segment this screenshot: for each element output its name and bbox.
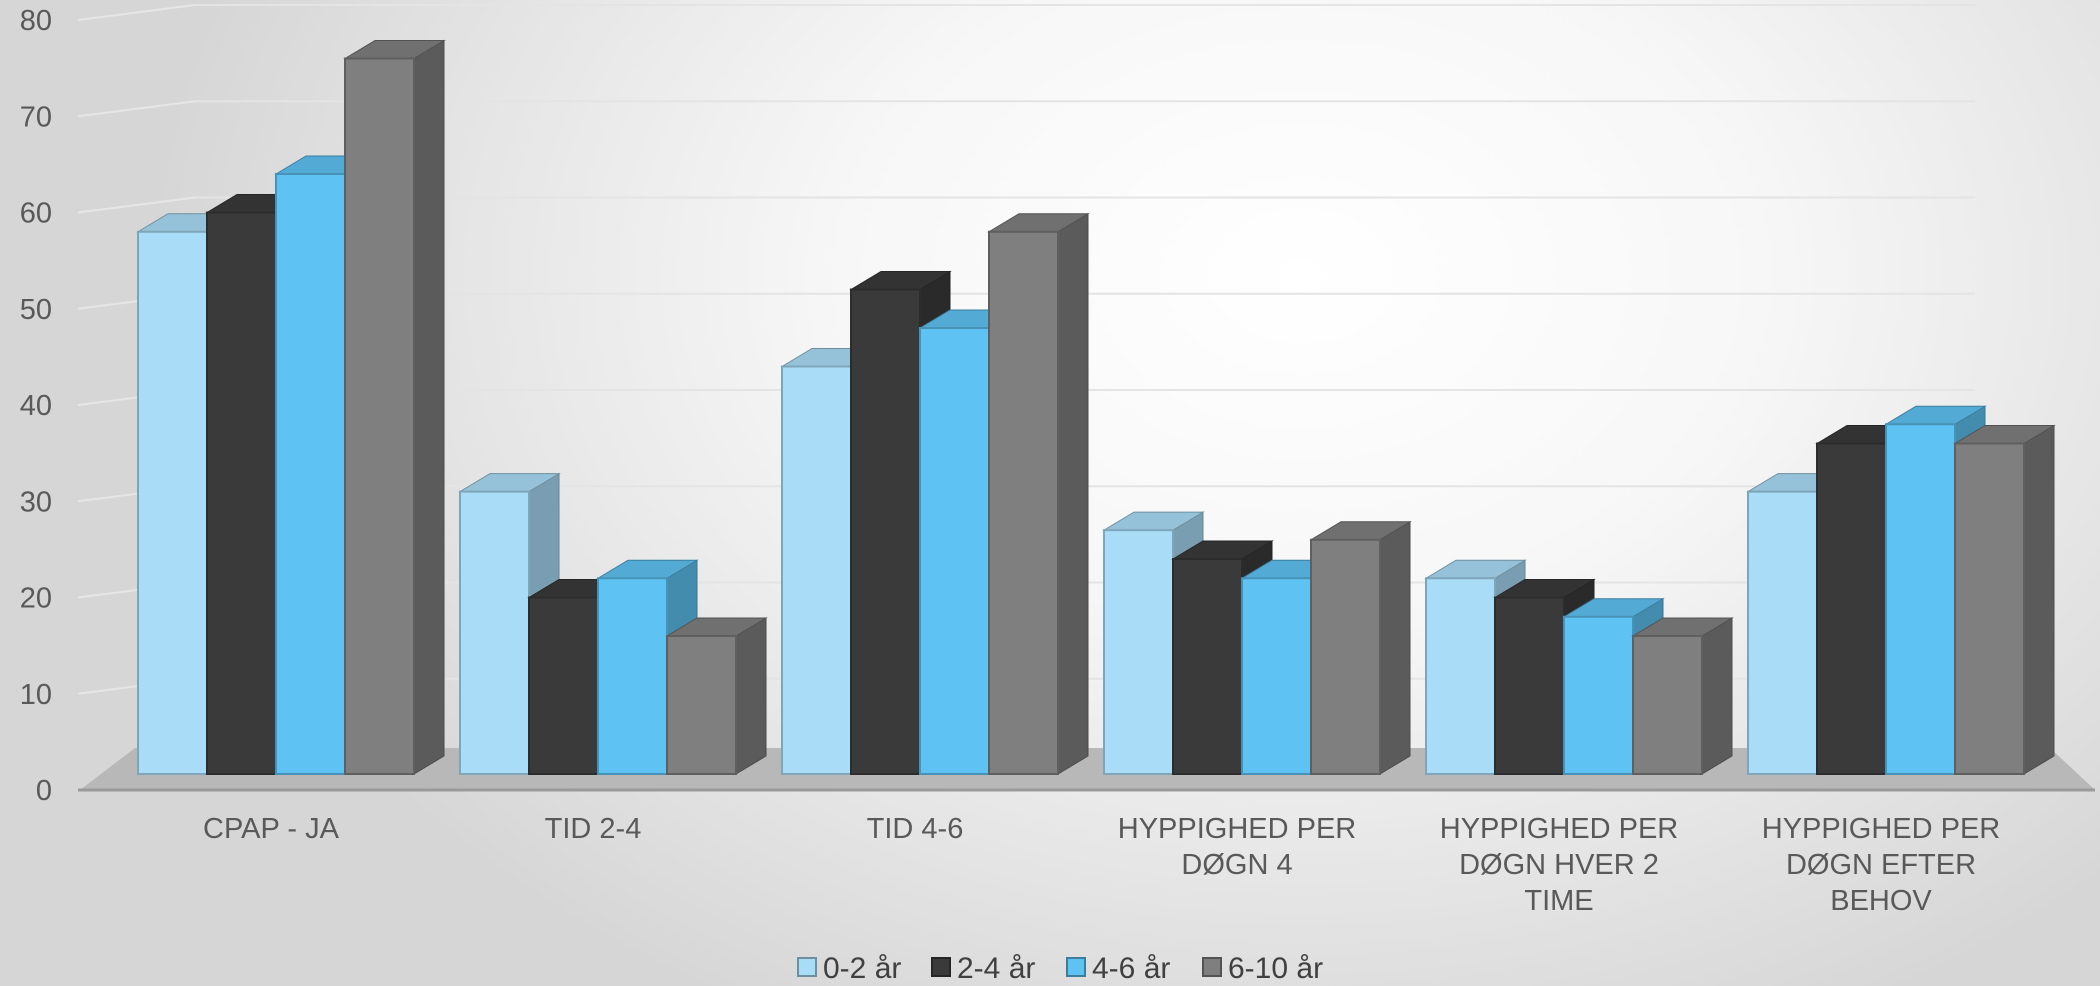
y-tick-label: 30 (20, 486, 52, 518)
bar-front (528, 596, 599, 775)
gridline-depth (77, 196, 196, 214)
bar-front (597, 577, 668, 775)
legend-swatch (1066, 957, 1086, 977)
category-label: TID 4-6 (867, 813, 964, 845)
bar-side (735, 617, 767, 775)
y-tick-label: 10 (20, 679, 52, 711)
bar-side (413, 39, 445, 775)
bar-front (988, 230, 1059, 775)
y-axis: 0 10 20 30 40 50 60 70 80 (20, 5, 52, 807)
legend-label: 4-6 år (1092, 952, 1170, 985)
bar-front (919, 327, 990, 775)
bar-front (1885, 423, 1956, 775)
bar-front (1310, 538, 1381, 775)
y-tick-label: 70 (20, 101, 52, 133)
bar-front (459, 490, 530, 775)
bar (665, 617, 768, 775)
bar-front (1954, 442, 2025, 775)
legend-swatch (797, 957, 817, 977)
bar-side (1057, 212, 1089, 775)
category-label: CPAP - JA (203, 813, 340, 845)
bar-front (344, 57, 415, 775)
category-label: BEHOV (1830, 885, 1932, 917)
bar-side (1701, 617, 1733, 775)
gridline-depth (77, 4, 196, 21)
bar-front (781, 365, 852, 775)
category-label: HYPPIGHED PER (1762, 813, 2001, 845)
bar-front (1103, 529, 1174, 775)
y-tick-label: 80 (20, 5, 52, 37)
y-tick-label: 40 (20, 390, 52, 422)
bar (1309, 520, 1412, 775)
legend-swatch (931, 957, 951, 977)
legend-swatch (1202, 957, 1222, 977)
bar-front (1563, 615, 1634, 775)
y-tick-label: 20 (20, 583, 52, 615)
x-axis: CPAP - JA TID 2-4 TID 4-6 HYPPIGHED PER DØGN… (203, 813, 2000, 917)
legend-label: 2-4 år (957, 952, 1035, 985)
bar-front (850, 288, 921, 775)
bar (1953, 424, 2056, 775)
bar-side (1379, 520, 1411, 775)
bar (987, 212, 1090, 775)
category-label: TID 2-4 (545, 813, 642, 845)
y-tick-label: 50 (20, 294, 52, 326)
bar-side (2023, 424, 2055, 775)
bar-front (1425, 577, 1496, 775)
y-tick-label: 60 (20, 198, 52, 230)
legend-label: 6-10 år (1228, 952, 1323, 985)
category-label: HYPPIGHED PER (1118, 813, 1357, 845)
bar-front (1494, 596, 1565, 775)
y-tick-label: 0 (36, 775, 52, 807)
bar (1631, 617, 1734, 775)
bar-front (206, 211, 277, 775)
bar (343, 39, 446, 775)
bar-front (1632, 635, 1703, 775)
legend-label: 0-2 år (823, 952, 901, 985)
bar-front (1241, 577, 1312, 775)
bar-front (1747, 490, 1818, 775)
bar-front (1816, 442, 1887, 775)
category-label: DØGN HVER 2 (1459, 849, 1659, 881)
bar-front (666, 635, 737, 775)
bar-front (137, 230, 208, 775)
bars (136, 39, 2056, 775)
bar-front (1172, 558, 1243, 775)
bar-front (275, 173, 346, 775)
category-label: DØGN 4 (1181, 849, 1292, 881)
legend: 0-2 år 2-4 år 4-6 år 6-10 år (797, 952, 1323, 985)
category-label: HYPPIGHED PER (1440, 813, 1679, 845)
gridline-depth (77, 100, 196, 118)
category-label: TIME (1524, 885, 1593, 917)
category-label: DØGN EFTER (1786, 849, 1976, 881)
